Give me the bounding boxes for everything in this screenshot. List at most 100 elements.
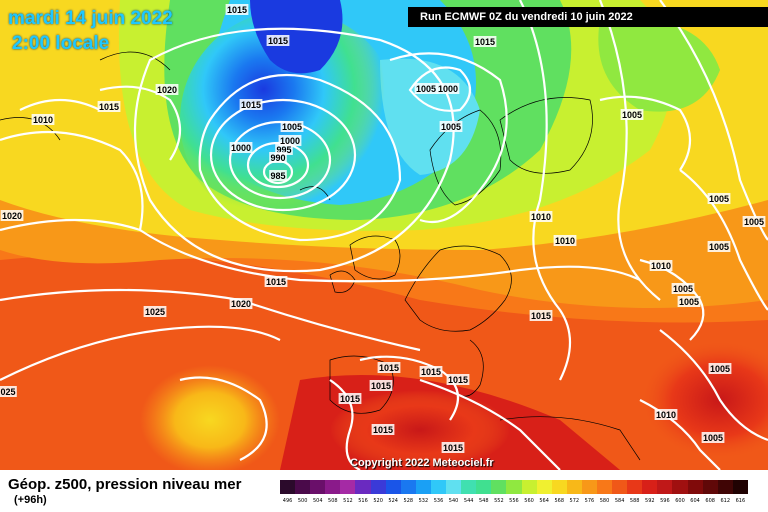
isobar-label-bg [0, 210, 24, 221]
isobar-label-bg [280, 121, 304, 132]
isobar-label-bg [708, 363, 732, 374]
isobar-label: 1015 [448, 375, 468, 385]
isobar-label-bg [338, 393, 362, 404]
scale-value: 596 [660, 498, 670, 504]
isobar-label: 1005 [673, 284, 693, 294]
scale-value: 520 [373, 498, 383, 504]
scale-swatch [521, 480, 537, 494]
isobar-label-bg [436, 83, 460, 94]
scale-swatch [566, 480, 582, 494]
scale-swatch [325, 480, 341, 494]
scale-swatch [280, 480, 296, 494]
isobar-label-bg [649, 260, 673, 271]
isobar-label-bg [275, 144, 293, 155]
isobar-label: 1015 [268, 36, 288, 46]
scale-swatch [596, 480, 613, 494]
isobar-label: 1020 [231, 299, 251, 309]
scale-value: 580 [599, 498, 610, 504]
scale-value: 524 [388, 498, 398, 504]
isobar-label-bg [269, 170, 287, 181]
scale-value: 576 [584, 498, 595, 504]
scale-swatch [370, 480, 386, 494]
isobar-label: 1005 [441, 122, 461, 132]
scale-value: 584 [614, 498, 625, 504]
isobar-label: 1005 [282, 122, 302, 132]
isobar-label: 1005 [709, 194, 729, 204]
scale-value: 504 [312, 498, 323, 504]
scale-value: 600 [675, 498, 685, 504]
scale-swatch [581, 480, 597, 494]
color-scale [280, 480, 748, 494]
scale-value: 516 [358, 498, 368, 504]
isobar-label: 1020 [157, 85, 177, 95]
isobar-label: 1015 [241, 100, 261, 110]
scale-swatch [415, 480, 431, 494]
color-scale-labels: 496 500 504 508 512 516 520 524 528 532 536 540 544 5… [280, 498, 748, 508]
isobar-label-bg [620, 109, 644, 120]
scale-swatch [672, 480, 688, 494]
warm-core-east [640, 340, 768, 460]
isobar-label-bg [419, 366, 443, 377]
scale-swatch [476, 480, 492, 494]
scale-value: 508 [328, 498, 338, 504]
scale-swatch [491, 480, 507, 494]
isobar-label: 1010 [651, 261, 671, 271]
isobar-label: 995 [276, 145, 291, 155]
isobar-label-bg [278, 135, 302, 146]
scale-swatch [627, 480, 643, 494]
isobar-label-bg [155, 84, 179, 95]
isobar-label-bg [0, 386, 17, 397]
blue-trough-north [250, 0, 343, 74]
isobar-label: 1005 [703, 433, 723, 443]
isobar-label-bg [377, 362, 401, 373]
scale-value: 532 [418, 498, 429, 504]
isobar-label: 1010 [531, 212, 551, 222]
isobar-label-bg [742, 216, 766, 227]
scale-value: 536 [433, 498, 444, 504]
isobar-label: 1005 [679, 297, 699, 307]
isobar-label: 1015 [266, 277, 286, 287]
isobar-label: 990 [270, 153, 285, 163]
isobar-label: 1005 [622, 110, 642, 120]
scale-value: 500 [297, 498, 308, 504]
isobar-label: 1015 [531, 311, 551, 321]
isobar-labels: 1015 1015 1015 1020 1015 1010 1015 1005 1000 1000… [0, 4, 766, 453]
forecast-time-title: 2:00 locale [12, 33, 110, 54]
scale-value: 616 [735, 498, 746, 504]
scale-value: 528 [403, 498, 414, 504]
isobar-label: 1010 [555, 236, 575, 246]
scale-swatch [536, 480, 552, 494]
isobar-label-bg [264, 276, 288, 287]
isobar-label: 1000 [231, 143, 251, 153]
scale-value: 552 [494, 498, 504, 504]
scale-swatch [400, 480, 416, 494]
isobar-label-bg [671, 283, 695, 294]
isobar-label-bg [654, 409, 678, 420]
isobar-label: 1015 [340, 394, 360, 404]
scale-swatch [295, 480, 311, 494]
scale-swatch [612, 480, 628, 494]
isobar-label-bg [239, 99, 263, 110]
geopotential-map: 1015 1015 1015 1020 1015 1010 1015 1005 1000 1000… [0, 0, 768, 470]
isobar-label: 1015 [421, 367, 441, 377]
isobar-label-bg [369, 380, 393, 391]
scale-swatch [551, 480, 567, 494]
isobar-label: 1015 [227, 5, 247, 15]
isobar-label-bg [529, 310, 553, 321]
scale-swatch [340, 480, 356, 494]
isobar-label-bg [707, 241, 731, 252]
scale-swatch [642, 480, 658, 494]
scale-swatch [446, 480, 462, 494]
copyright-text: Copyright 2022 Meteociel.fr [350, 457, 494, 469]
scale-value: 572 [569, 498, 580, 504]
scale-value: 608 [705, 498, 715, 504]
isobar-label-bg [446, 374, 470, 385]
isobar-label: 1000 [280, 136, 300, 146]
scale-swatch [717, 480, 733, 494]
scale-value: 604 [690, 498, 700, 504]
scale-value: 588 [629, 498, 640, 504]
isobar-label-bg [439, 121, 463, 132]
isobar-label: 1020 [2, 211, 22, 221]
scale-value: 548 [478, 498, 489, 504]
